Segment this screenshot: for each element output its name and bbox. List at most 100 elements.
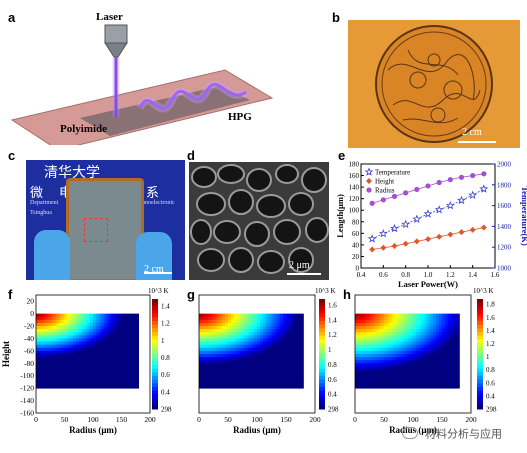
heatmap-cell: [58, 335, 63, 339]
heatmap-cell: [222, 341, 226, 346]
heatmap-cell: [297, 332, 301, 336]
heatmap-cell: [199, 360, 203, 364]
heatmap-cell: [50, 381, 54, 386]
x-tick-label: 200: [309, 415, 321, 424]
heatmap-cell: [430, 354, 434, 358]
colorbar-segment: [477, 387, 483, 392]
heatmap-cell: [210, 338, 214, 342]
heatmap-cell: [50, 378, 54, 383]
heatmap-cell: [115, 360, 120, 364]
heatmap-cell: [288, 341, 293, 346]
heatmap-cell: [357, 332, 362, 336]
data-point-temperature: [445, 200, 455, 210]
colorbar-segment: [319, 335, 325, 340]
heatmap-cell: [357, 347, 362, 352]
heatmap-cell: [95, 372, 100, 377]
heatmap-cell: [410, 372, 414, 377]
heatmap-cell: [222, 375, 226, 380]
heatmap-cell: [127, 322, 131, 327]
heatmap-cell: [389, 316, 394, 321]
heatmap-cell: [442, 335, 446, 339]
heatmap-cell: [81, 385, 85, 389]
heatmap-cell: [112, 335, 117, 339]
heatmap-cell: [259, 347, 264, 352]
heatmap-cell: [450, 322, 454, 327]
heatmap-cell: [413, 316, 417, 321]
heatmap-cell: [75, 319, 80, 324]
heatmap-cell: [81, 378, 85, 383]
heatmap-cell: [447, 378, 452, 383]
heatmap-cell: [288, 378, 293, 383]
x-tick-label: 100: [87, 415, 99, 424]
heatmap-cell: [84, 326, 88, 330]
heatmap-cell: [355, 319, 359, 324]
heatmap-cell: [386, 381, 391, 386]
heatmap-cell: [70, 313, 74, 318]
heatmap-cell: [407, 369, 411, 374]
heatmap-cell: [433, 357, 437, 361]
heatmap-cell: [132, 357, 137, 361]
heatmap-cell: [430, 366, 434, 370]
heatmap-cell: [413, 332, 417, 336]
heatmap-cell: [199, 354, 203, 358]
heatmap-cell: [415, 338, 420, 342]
heatmap-cell: [410, 357, 414, 361]
heatmap-cell: [375, 363, 379, 367]
heatmap-cell: [381, 378, 385, 383]
heatmap-cell: [127, 372, 131, 377]
heatmap-cell: [124, 335, 128, 339]
x-tick-label: 150: [116, 415, 128, 424]
heatmap-cell: [64, 381, 68, 386]
heatmap-cell: [53, 332, 57, 336]
heatmap-cell: [199, 357, 203, 361]
heatmap-cell: [404, 347, 408, 352]
heatmap-cell: [47, 363, 51, 367]
heatmap-cell: [366, 372, 370, 377]
heatmap-cell: [413, 344, 417, 349]
heatmap-cells: [355, 313, 460, 389]
heatmap-cell: [257, 354, 261, 358]
heatmap-cell: [283, 366, 287, 370]
heatmap-cell: [366, 313, 370, 318]
heatmap-cell: [254, 332, 258, 336]
heatmap-cell: [277, 369, 281, 374]
colorbar-tick-label: 298: [486, 406, 497, 414]
colorbar-segment: [477, 321, 483, 326]
heatmap-frame: [198, 294, 316, 414]
colorbar-segment: [152, 299, 158, 304]
heatmap-cell: [216, 322, 220, 327]
data-point-height: [458, 229, 465, 236]
panel-h: h 0 50 100 150 200 Radius (μm) 10^3 K 298 0.4 0.6…: [343, 285, 527, 448]
heatmap-cell: [239, 354, 243, 358]
heatmap-cell: [90, 326, 94, 330]
heatmap-cell: [112, 332, 117, 336]
heatmap-cell: [135, 378, 139, 383]
heatmap-cell: [375, 366, 379, 370]
heatmap-cell: [401, 335, 405, 339]
data-point-height: [447, 231, 454, 238]
heatmap-cell: [378, 354, 382, 358]
heatmap-cell: [294, 347, 298, 352]
heatmap-cell: [398, 366, 402, 370]
heatmap-cell: [222, 350, 226, 355]
heatmap-cell: [98, 360, 102, 364]
heatmap-cell: [398, 332, 402, 336]
heatmap-cell: [436, 363, 440, 367]
heatmap-cell: [78, 357, 82, 361]
heatmap-cell: [444, 332, 449, 336]
colorbar-title: 10^3 K: [315, 287, 336, 295]
heatmap-cell: [259, 378, 264, 383]
heatmap-cell: [283, 354, 287, 358]
y-tick-label: 80: [352, 218, 360, 226]
heatmap-cell: [124, 332, 128, 336]
heatmap-cell: [121, 366, 125, 370]
heatmap-cell: [418, 313, 423, 318]
heatmap-cell: [404, 335, 408, 339]
heatmap-cell: [271, 344, 275, 349]
heatmap-cell: [436, 354, 440, 358]
heatmap-cell: [277, 335, 281, 339]
heatmap-cell: [78, 378, 82, 383]
heatmap-cell: [277, 372, 281, 377]
heatmap-cell: [44, 350, 48, 355]
